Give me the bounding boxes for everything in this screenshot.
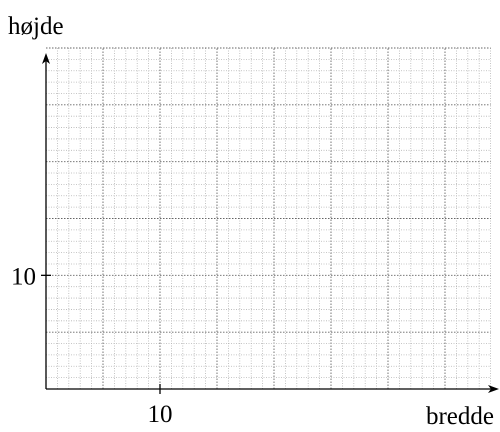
x-tick-label: 10 <box>148 401 173 428</box>
grid <box>46 47 492 389</box>
x-axis-arrow <box>488 385 499 393</box>
y-axis-label: højde <box>8 13 64 40</box>
y-tick-label: 10 <box>11 263 36 290</box>
y-axis-arrow <box>42 53 50 64</box>
x-axis-label: bredde <box>426 403 494 430</box>
